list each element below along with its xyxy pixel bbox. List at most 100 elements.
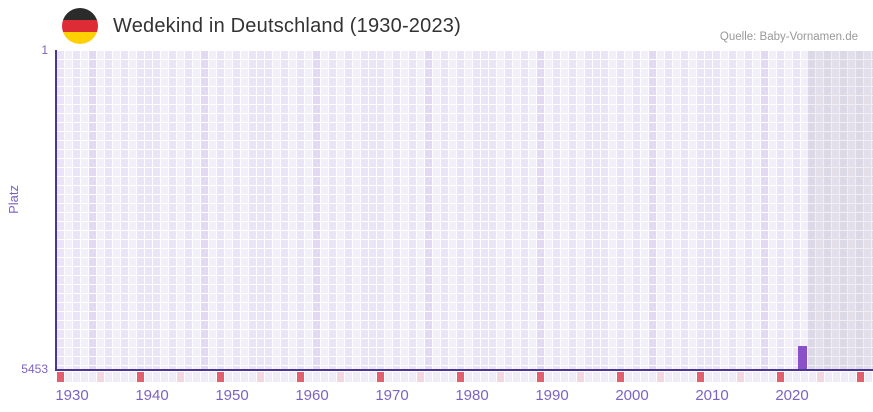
year-cell	[705, 372, 712, 382]
year-cell	[313, 372, 320, 382]
year-cell	[465, 372, 472, 382]
year-cell	[329, 372, 336, 382]
year-cell	[89, 372, 96, 382]
year-cell	[225, 372, 232, 382]
year-cell	[409, 372, 416, 382]
year-cell	[785, 372, 792, 382]
year-cell	[369, 372, 376, 382]
year-cell	[321, 372, 328, 382]
year-cell	[849, 372, 856, 382]
year-cell	[353, 372, 360, 382]
year-cell	[841, 372, 848, 382]
year-cell	[425, 372, 432, 382]
major-tick-cell	[377, 372, 384, 382]
year-cell	[201, 372, 208, 382]
year-cell	[641, 372, 648, 382]
year-cell	[793, 372, 800, 382]
year-cell	[473, 372, 480, 382]
year-cell	[185, 372, 192, 382]
year-cell	[745, 372, 752, 382]
year-cell	[649, 372, 656, 382]
year-cell	[401, 372, 408, 382]
minor-tick-cell	[337, 372, 344, 382]
year-cell	[721, 372, 728, 382]
year-cell	[153, 372, 160, 382]
year-cell	[825, 372, 832, 382]
year-cell	[505, 372, 512, 382]
year-cell	[833, 372, 840, 382]
minor-tick-cell	[177, 372, 184, 382]
year-cell	[521, 372, 528, 382]
y-tick-label-bottom: 5453	[21, 362, 48, 376]
major-tick-cell	[217, 372, 224, 382]
major-tick-cell	[457, 372, 464, 382]
minor-tick-cell	[97, 372, 104, 382]
major-tick-cell	[57, 372, 64, 382]
rank-bar-2021[interactable]	[798, 346, 807, 369]
chart-plot-area[interactable]	[57, 51, 873, 369]
year-cell	[249, 372, 256, 382]
year-cell	[73, 372, 80, 382]
x-tick-labels: 1930 1940 1950 1960 1970 1980 1990 2000 2010 2020	[55, 387, 873, 407]
year-cell	[609, 372, 616, 382]
x-tick-label-1990: 1990	[535, 387, 569, 404]
year-cell	[729, 372, 736, 382]
year-cell	[601, 372, 608, 382]
year-cell	[209, 372, 216, 382]
year-cell	[593, 372, 600, 382]
minor-tick-cell	[497, 372, 504, 382]
year-cell	[865, 372, 872, 382]
year-cell	[81, 372, 88, 382]
year-cell	[441, 372, 448, 382]
minor-tick-cell	[737, 372, 744, 382]
year-cell	[105, 372, 112, 382]
year-cell	[193, 372, 200, 382]
source-label: Quelle: Baby-Vornamen.de	[719, 31, 858, 43]
x-tick-label-2020: 2020	[775, 387, 809, 404]
year-cell	[545, 372, 552, 382]
year-cell	[769, 372, 776, 382]
year-cell	[345, 372, 352, 382]
year-cell	[241, 372, 248, 382]
year-cell	[129, 372, 136, 382]
year-cell	[753, 372, 760, 382]
year-cell	[681, 372, 688, 382]
year-cell	[561, 372, 568, 382]
year-cell	[489, 372, 496, 382]
major-tick-cell	[617, 372, 624, 382]
x-tick-label-2000: 2000	[615, 387, 649, 404]
year-cell	[801, 372, 808, 382]
year-cell	[385, 372, 392, 382]
x-tick-label-1980: 1980	[455, 387, 489, 404]
year-cell	[169, 372, 176, 382]
year-cell	[665, 372, 672, 382]
minor-tick-cell	[577, 372, 584, 382]
year-cell	[161, 372, 168, 382]
year-cell	[281, 372, 288, 382]
minor-tick-cell	[257, 372, 264, 382]
major-tick-cell	[697, 372, 704, 382]
x-axis-line	[55, 369, 873, 371]
x-tick-label-1970: 1970	[375, 387, 409, 404]
x-tick-label-1960: 1960	[295, 387, 329, 404]
page-title: Wedekind in Deutschland (1930-2023)	[113, 15, 461, 37]
year-cell	[585, 372, 592, 382]
year-cell	[633, 372, 640, 382]
year-cell	[273, 372, 280, 382]
minor-tick-cell	[657, 372, 664, 382]
year-cell	[393, 372, 400, 382]
year-cell	[265, 372, 272, 382]
german-flag-icon	[62, 8, 98, 44]
y-axis-line	[55, 50, 57, 371]
year-cell	[761, 372, 768, 382]
year-cell	[673, 372, 680, 382]
year-cell	[513, 372, 520, 382]
x-axis-marker-row	[57, 372, 873, 382]
year-cell	[529, 372, 536, 382]
year-cell	[121, 372, 128, 382]
year-cell	[481, 372, 488, 382]
minor-tick-cell	[817, 372, 824, 382]
year-cell	[233, 372, 240, 382]
year-cell	[289, 372, 296, 382]
